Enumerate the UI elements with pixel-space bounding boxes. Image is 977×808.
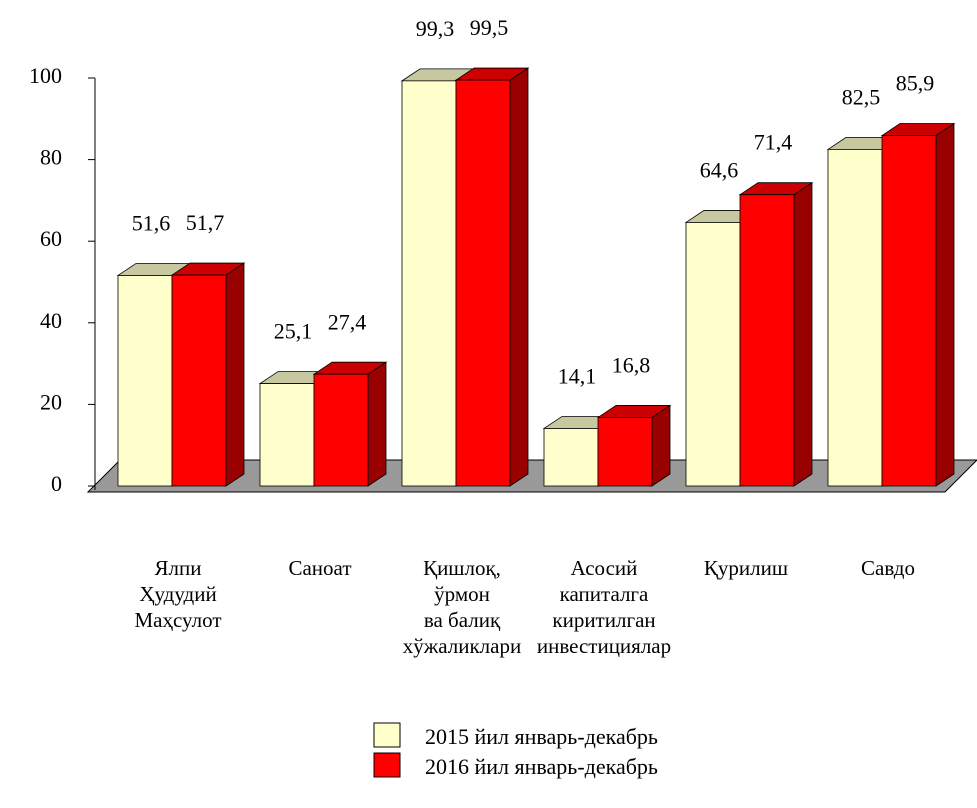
x-tick-label: Қишлоқ, ўрмон ва балиқ хўжаликлари: [402, 556, 522, 658]
x-tick-label: Ялпи Ҳудудий Маҳсулот: [134, 556, 222, 632]
bar: [401, 80, 457, 487]
data-label: 27,4: [328, 309, 367, 334]
bar-side: [793, 181, 813, 487]
y-tick-label: 0: [51, 471, 62, 496]
x-tick-label: Қурилиш: [703, 556, 789, 580]
bar-side: [367, 361, 387, 487]
legend-swatch: [373, 752, 401, 778]
data-label: 82,5: [842, 84, 881, 109]
data-label: 99,3: [416, 16, 455, 41]
data-label: 16,8: [612, 353, 651, 378]
data-label: 51,7: [186, 210, 225, 235]
data-label: 14,1: [558, 364, 597, 389]
data-label: 85,9: [896, 71, 935, 96]
bar: [313, 373, 369, 487]
y-tick-label: 40: [40, 308, 62, 333]
data-label: 71,4: [754, 130, 793, 155]
bar-side: [225, 262, 245, 487]
bar: [117, 275, 173, 487]
y-tick-label: 80: [40, 145, 62, 170]
data-label: 99,5: [470, 15, 509, 40]
bar: [597, 417, 653, 487]
x-tick-label: Асосий капиталга киритилган инвестицияла…: [536, 556, 672, 658]
bar: [543, 428, 599, 487]
y-tick-label: 60: [40, 226, 62, 251]
bar: [171, 274, 227, 487]
bar: [739, 194, 795, 487]
y-tick-label: 100: [29, 63, 62, 88]
legend-label: 2016 йил январь-декабрь: [425, 754, 658, 779]
bar-side: [935, 122, 955, 487]
bar: [259, 383, 315, 487]
bar: [827, 148, 883, 487]
data-label: 64,6: [700, 157, 739, 182]
y-tick-label: 20: [40, 389, 62, 414]
data-label: 25,1: [274, 319, 313, 344]
bar: [455, 79, 511, 487]
bar: [685, 222, 741, 487]
bar-side: [509, 67, 529, 487]
legend-swatch: [373, 722, 401, 748]
legend-label: 2015 йил январь-декабрь: [425, 724, 658, 749]
x-tick-label: Савдо: [861, 556, 915, 580]
bar-side: [651, 404, 671, 487]
x-tick-label: Саноат: [288, 556, 352, 580]
bar: [881, 135, 937, 487]
data-label: 51,6: [132, 211, 171, 236]
